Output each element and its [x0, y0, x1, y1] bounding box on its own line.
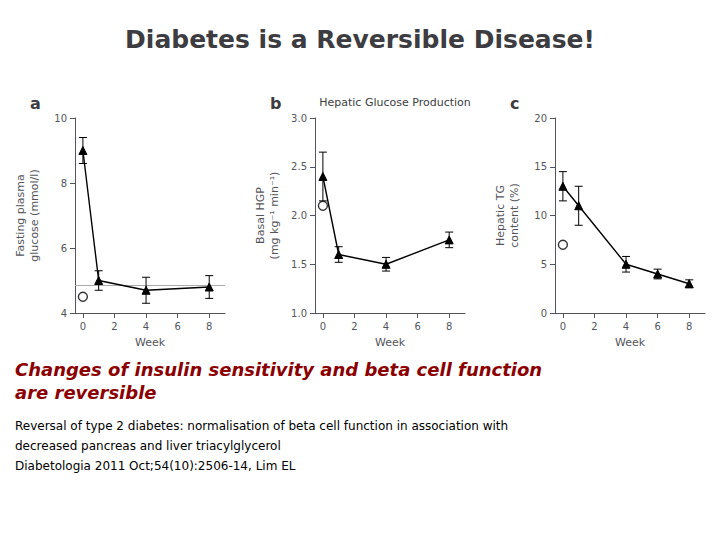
svg-text:2.0: 2.0 — [291, 210, 307, 221]
svg-text:1.0: 1.0 — [291, 308, 307, 319]
svg-text:8: 8 — [686, 321, 692, 332]
svg-text:(mg kg⁻¹ min⁻¹): (mg kg⁻¹ min⁻¹) — [268, 172, 281, 260]
svg-text:2: 2 — [351, 321, 357, 332]
svg-text:Hepatic TG: Hepatic TG — [494, 185, 507, 246]
svg-text:4: 4 — [623, 321, 629, 332]
svg-text:Changes of insulin sensitivity: Changes of insulin sensitivity and beta … — [15, 359, 542, 380]
svg-text:4: 4 — [143, 321, 149, 332]
svg-text:c: c — [510, 94, 519, 113]
svg-text:content (%): content (%) — [508, 183, 521, 248]
svg-text:4: 4 — [61, 308, 67, 319]
svg-text:Week: Week — [375, 336, 406, 349]
svg-text:10: 10 — [54, 113, 67, 124]
svg-text:Week: Week — [135, 336, 166, 349]
svg-text:decreased pancreas and liver t: decreased pancreas and liver triacylglyc… — [15, 439, 281, 453]
svg-text:Week: Week — [615, 336, 646, 349]
svg-text:2: 2 — [111, 321, 117, 332]
svg-text:1.5: 1.5 — [291, 259, 307, 270]
svg-text:2: 2 — [591, 321, 597, 332]
svg-text:20: 20 — [534, 113, 547, 124]
svg-text:a: a — [30, 94, 41, 113]
svg-text:6: 6 — [414, 321, 420, 332]
svg-text:b: b — [270, 94, 281, 113]
svg-text:glucose (mmol/l): glucose (mmol/l) — [28, 169, 41, 261]
svg-text:Reversal of type 2 diabetes: n: Reversal of type 2 diabetes: normalisati… — [15, 419, 508, 433]
svg-text:3.0: 3.0 — [291, 113, 307, 124]
svg-text:4: 4 — [383, 321, 389, 332]
svg-text:0: 0 — [320, 321, 326, 332]
svg-text:8: 8 — [61, 178, 67, 189]
svg-text:Hepatic Glucose Production: Hepatic Glucose Production — [319, 96, 471, 109]
svg-text:5: 5 — [541, 259, 547, 270]
svg-text:0: 0 — [80, 321, 86, 332]
svg-text:15: 15 — [534, 161, 547, 172]
svg-text:are reversible: are reversible — [15, 382, 157, 403]
svg-text:0: 0 — [560, 321, 566, 332]
svg-text:6: 6 — [174, 321, 180, 332]
svg-text:10: 10 — [534, 210, 547, 221]
svg-text:Fasting plasma: Fasting plasma — [14, 174, 27, 257]
svg-text:8: 8 — [446, 321, 452, 332]
svg-text:Diabetes is a Reversible Disea: Diabetes is a Reversible Disease! — [125, 25, 595, 54]
svg-text:Basal HGP: Basal HGP — [254, 187, 267, 244]
svg-text:6: 6 — [61, 243, 67, 254]
svg-text:6: 6 — [654, 321, 660, 332]
svg-text:0: 0 — [541, 308, 547, 319]
svg-text:2.5: 2.5 — [291, 161, 307, 172]
svg-text:8: 8 — [206, 321, 212, 332]
svg-text:Diabetologia 2011 Oct;54(10):2: Diabetologia 2011 Oct;54(10):2506-14, Li… — [15, 459, 296, 473]
